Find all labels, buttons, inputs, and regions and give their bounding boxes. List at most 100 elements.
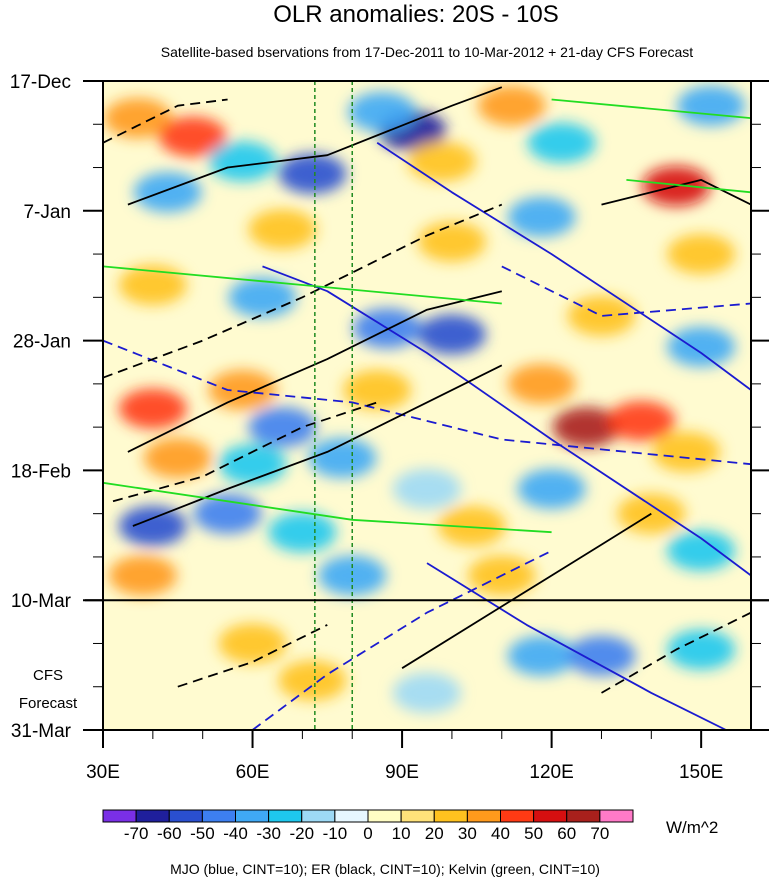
anomaly-blob — [108, 555, 177, 596]
colorbar-tick-label: -20 — [289, 824, 314, 843]
anomaly-blob — [143, 438, 212, 479]
y-tick-label: 10-Mar — [11, 591, 72, 612]
y-tick-label: 28-Jan — [13, 332, 71, 353]
anomaly-blob — [218, 623, 287, 664]
anomaly-blob — [552, 407, 621, 448]
kelvin-contour — [551, 98, 751, 119]
y-tick-label: 7-Jan — [23, 202, 71, 223]
anomaly-blob — [118, 506, 187, 547]
mjo-contour — [426, 562, 727, 730]
anomaly-blob — [667, 530, 736, 571]
colorbar-swatch — [599, 809, 634, 823]
colorbar: -70 -60 -50 -40 -30 -20 -10 0 10 20 30 40 50 60 70 — [102, 809, 634, 843]
x-tick-label: 120E — [529, 762, 573, 783]
anomaly-blob — [318, 555, 387, 596]
x-tick-label: 90E — [385, 762, 419, 783]
footnote: MJO (blue, CINT=10); ER (black, CINT=10)… — [170, 861, 600, 877]
anomaly-blob — [667, 234, 736, 275]
anomaly-blob — [507, 196, 576, 237]
anomaly-blob — [477, 85, 546, 126]
colorbar-swatch — [367, 809, 402, 823]
anomaly-blob — [567, 635, 636, 676]
colorbar-tick-label: 60 — [557, 824, 576, 843]
anomaly-blob — [677, 85, 746, 126]
wave-contours — [103, 86, 751, 730]
kelvin-contour — [103, 265, 502, 305]
colorbar-swatch — [268, 809, 303, 823]
anomaly-blob — [208, 370, 277, 411]
kelvin-contour — [103, 481, 552, 534]
mjo-contour — [103, 339, 751, 466]
colorbar-swatch — [168, 809, 203, 823]
anomaly-blob — [517, 468, 586, 509]
x-tick-label: 150E — [679, 762, 723, 783]
anomaly-blob — [193, 493, 262, 534]
reference-longitude-lines — [314, 81, 353, 730]
colorbar-tick-label: 70 — [590, 824, 609, 843]
anomaly-blob — [248, 209, 317, 250]
er-contour — [177, 624, 328, 688]
colorbar-tick-label: 30 — [458, 824, 477, 843]
colorbar-swatch — [135, 809, 170, 823]
anomaly-blob — [507, 363, 576, 404]
er-contour — [127, 290, 503, 453]
colorbar-swatch — [102, 809, 137, 823]
forecast-label-forecast: Forecast — [19, 695, 78, 712]
colorbar-tick-label: 50 — [524, 824, 543, 843]
anomaly-blob — [393, 672, 461, 713]
anomaly-blob — [407, 141, 476, 182]
anomaly-blob — [158, 116, 227, 157]
x-tick-label: 30E — [86, 762, 120, 783]
colorbar-swatch — [533, 809, 568, 823]
anomaly-blob — [567, 295, 636, 336]
er-contour — [401, 512, 652, 669]
anomaly-blob — [437, 506, 506, 547]
er-contour — [103, 203, 503, 379]
y-tick-label: 31-Mar — [11, 721, 72, 742]
anomaly-blob — [278, 660, 347, 701]
colorbar-swatch — [301, 809, 336, 823]
anomaly-blob — [393, 468, 461, 509]
anomaly-blob — [278, 153, 347, 194]
er-contour — [103, 98, 228, 144]
y-tick-label: 18-Feb — [11, 461, 71, 482]
x-tick-label: 60E — [236, 762, 270, 783]
anomaly-blob — [343, 370, 412, 411]
colorbar-unit: W/m^2 — [666, 818, 718, 837]
kelvin-contour — [626, 179, 751, 194]
plot-frame — [102, 80, 752, 731]
anomaly-blob — [133, 172, 202, 213]
anomaly-blob — [507, 635, 576, 676]
anomaly-blob — [103, 98, 172, 139]
mjo-contour — [251, 549, 552, 730]
colorbar-tick-label: 20 — [425, 824, 444, 843]
forecast-label-cfs: CFS — [33, 667, 63, 684]
er-contour — [132, 364, 503, 527]
anomaly-blob — [527, 122, 596, 163]
axes: 17-Dec 7-Jan 28-Jan 18-Feb 10-Mar 31-Mar 30E 60… — [10, 72, 769, 783]
colorbar-tick-label: -60 — [157, 824, 182, 843]
colorbar-swatch — [235, 809, 270, 823]
colorbar-swatch — [466, 809, 501, 823]
anomaly-blob — [348, 91, 417, 132]
er-contour — [127, 86, 503, 206]
anomaly-blob — [248, 407, 317, 448]
colorbar-swatch — [566, 809, 601, 823]
er-contour — [601, 178, 751, 206]
colorbar-swatch — [500, 809, 535, 823]
y-tick-label: 17-Dec — [10, 72, 71, 93]
anomaly-blob — [118, 388, 187, 429]
er-contour — [112, 401, 378, 503]
colorbar-tick-label: -70 — [124, 824, 149, 843]
anomaly-blob — [208, 141, 277, 182]
colorbar-tick-label: 40 — [491, 824, 510, 843]
anomaly-blob — [667, 326, 736, 367]
anomaly-blob — [268, 512, 337, 553]
anomaly-blob — [667, 629, 736, 670]
colorbar-tick-label: -40 — [223, 824, 248, 843]
mjo-contour — [376, 142, 751, 391]
mjo-contour — [501, 265, 751, 317]
anomaly-blob — [308, 438, 377, 479]
colorbar-swatch — [334, 809, 369, 823]
